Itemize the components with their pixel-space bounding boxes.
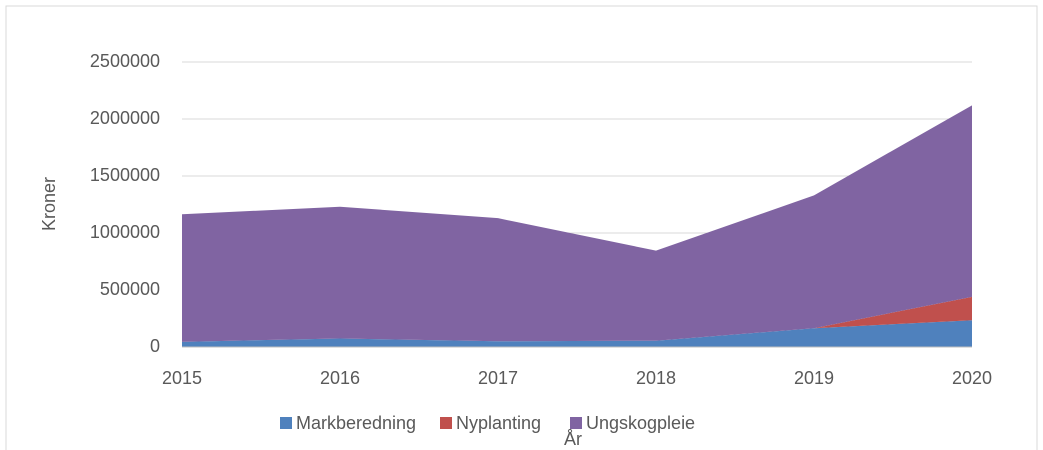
x-tick-label: 2017 xyxy=(478,368,518,388)
x-tick-label: 2015 xyxy=(162,368,202,388)
legend-swatch xyxy=(440,417,452,429)
legend-label: Markberedning xyxy=(296,413,416,433)
y-tick-label: 0 xyxy=(150,336,160,356)
x-tick-label: 2016 xyxy=(320,368,360,388)
y-axis-label: Kroner xyxy=(39,177,59,231)
y-tick-label: 500000 xyxy=(100,279,160,299)
legend-swatch xyxy=(570,417,582,429)
x-tick-label: 2018 xyxy=(636,368,676,388)
y-tick-label: 1500000 xyxy=(90,165,160,185)
legend-label: Ungskogpleie xyxy=(586,413,695,433)
x-tick-label: 2020 xyxy=(952,368,992,388)
area xyxy=(182,105,972,342)
y-tick-label: 2500000 xyxy=(90,51,160,71)
y-tick-label: 1000000 xyxy=(90,222,160,242)
legend-label: Nyplanting xyxy=(456,413,541,433)
x-tick-label: 2019 xyxy=(794,368,834,388)
area xyxy=(182,320,972,347)
legend-swatch xyxy=(280,417,292,429)
y-tick-label: 2000000 xyxy=(90,108,160,128)
x-axis-label: År xyxy=(564,429,582,449)
